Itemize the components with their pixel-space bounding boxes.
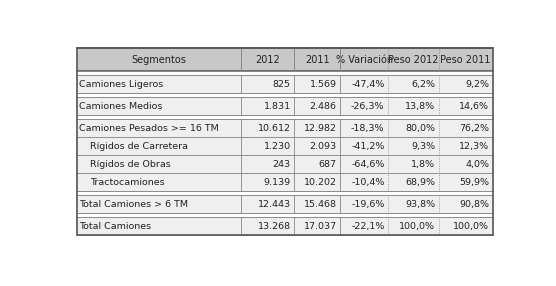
Bar: [77, 213, 493, 217]
Text: -41,2%: -41,2%: [351, 142, 385, 151]
Text: Camiones Pesados >= 16 TM: Camiones Pesados >= 16 TM: [80, 124, 219, 133]
Text: Segmentos: Segmentos: [132, 55, 187, 65]
Text: 825: 825: [272, 80, 291, 89]
Text: -26,3%: -26,3%: [351, 102, 385, 111]
Text: Total Camiones: Total Camiones: [80, 222, 151, 231]
Bar: [77, 137, 493, 155]
Text: Tractocamiones: Tractocamiones: [90, 178, 165, 187]
Bar: [77, 119, 493, 137]
Bar: [77, 97, 493, 115]
Text: 12,3%: 12,3%: [459, 142, 489, 151]
Text: 6,2%: 6,2%: [411, 80, 435, 89]
Text: 243: 243: [272, 160, 291, 169]
Text: 100,0%: 100,0%: [399, 222, 435, 231]
Text: 80,0%: 80,0%: [405, 124, 435, 133]
Text: -64,6%: -64,6%: [351, 160, 385, 169]
Bar: [77, 115, 493, 119]
Text: 93,8%: 93,8%: [405, 200, 435, 209]
Text: 2.093: 2.093: [310, 142, 337, 151]
Bar: [77, 191, 493, 195]
Bar: [77, 48, 493, 235]
Text: -22,1%: -22,1%: [351, 222, 385, 231]
Text: 1.831: 1.831: [264, 102, 291, 111]
Text: 14,6%: 14,6%: [459, 102, 489, 111]
Text: 2012: 2012: [255, 55, 280, 65]
Text: 2011: 2011: [305, 55, 330, 65]
Text: 15.468: 15.468: [304, 200, 337, 209]
Text: Rígidos de Obras: Rígidos de Obras: [90, 160, 171, 169]
Text: 59,9%: 59,9%: [459, 178, 489, 187]
Text: 1,8%: 1,8%: [411, 160, 435, 169]
Text: Camiones Medios: Camiones Medios: [80, 102, 163, 111]
Bar: [77, 155, 493, 173]
Text: 68,9%: 68,9%: [405, 178, 435, 187]
Bar: [77, 173, 493, 191]
Bar: [77, 195, 493, 213]
Text: -18,3%: -18,3%: [351, 124, 385, 133]
Text: Total Camiones > 6 TM: Total Camiones > 6 TM: [80, 200, 188, 209]
Text: 90,8%: 90,8%: [459, 200, 489, 209]
Text: 100,0%: 100,0%: [453, 222, 489, 231]
Text: Peso 2011: Peso 2011: [440, 55, 491, 65]
Bar: [77, 217, 493, 235]
Text: Camiones Ligeros: Camiones Ligeros: [80, 80, 163, 89]
Bar: [77, 93, 493, 97]
Text: 17.037: 17.037: [304, 222, 337, 231]
Text: 9,3%: 9,3%: [411, 142, 435, 151]
Text: Rígidos de Carretera: Rígidos de Carretera: [90, 142, 188, 151]
Text: % Variación: % Variación: [335, 55, 393, 65]
Text: 1.569: 1.569: [310, 80, 337, 89]
Text: 76,2%: 76,2%: [459, 124, 489, 133]
Text: -10,4%: -10,4%: [351, 178, 385, 187]
Text: 12.982: 12.982: [304, 124, 337, 133]
Text: 2.486: 2.486: [310, 102, 337, 111]
Text: 12.443: 12.443: [257, 200, 291, 209]
Text: 13.268: 13.268: [257, 222, 291, 231]
Bar: [77, 48, 493, 235]
Text: -47,4%: -47,4%: [351, 80, 385, 89]
Bar: [77, 71, 493, 75]
Text: 10.612: 10.612: [257, 124, 291, 133]
Text: 9.139: 9.139: [264, 178, 291, 187]
Text: 9,2%: 9,2%: [465, 80, 489, 89]
Bar: [77, 75, 493, 93]
Text: 4,0%: 4,0%: [465, 160, 489, 169]
Text: 687: 687: [319, 160, 337, 169]
Text: 13,8%: 13,8%: [405, 102, 435, 111]
Text: Peso 2012: Peso 2012: [388, 55, 439, 65]
Text: -19,6%: -19,6%: [351, 200, 385, 209]
Text: 10.202: 10.202: [304, 178, 337, 187]
Bar: [77, 48, 493, 71]
Text: 1.230: 1.230: [264, 142, 291, 151]
